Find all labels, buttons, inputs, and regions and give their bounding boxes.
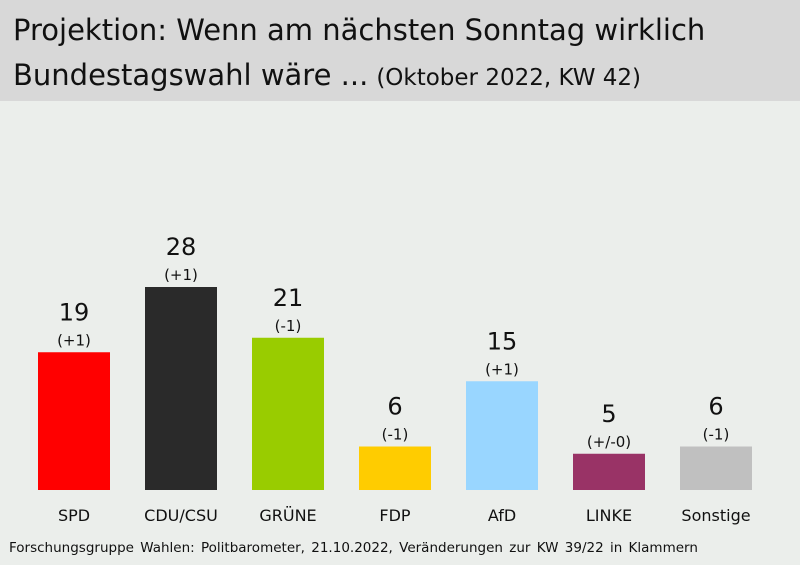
value-label-6: 5 bbox=[601, 400, 616, 428]
change-label-6: (+/-0) bbox=[587, 433, 631, 451]
bar-4 bbox=[359, 446, 431, 490]
value-label-3: 21 bbox=[273, 284, 304, 312]
change-label-1: (+1) bbox=[57, 331, 91, 349]
chart-title-line-2-text: Bundestagswahl wäre ... bbox=[13, 58, 369, 92]
category-label-6: LINKE bbox=[586, 506, 632, 525]
source-note: Forschungsgruppe Wahlen: Politbarometer,… bbox=[9, 540, 698, 556]
category-label-1: SPD bbox=[58, 506, 90, 525]
value-label-1: 19 bbox=[59, 298, 90, 326]
category-label-3: GRÜNE bbox=[259, 506, 316, 525]
category-label-2: CDU/CSU bbox=[144, 506, 218, 525]
category-label-4: FDP bbox=[379, 506, 411, 525]
bar-2 bbox=[145, 287, 217, 490]
value-label-4: 6 bbox=[387, 393, 402, 421]
bar-5 bbox=[466, 381, 538, 490]
bar-1 bbox=[38, 352, 110, 490]
title-banner: Projektion: Wenn am nächsten Sonntag wir… bbox=[0, 0, 800, 101]
value-label-5: 15 bbox=[487, 327, 518, 355]
category-label-7: Sonstige bbox=[681, 506, 750, 525]
chart-subtitle: (Oktober 2022, KW 42) bbox=[376, 65, 642, 91]
change-label-7: (-1) bbox=[703, 426, 730, 444]
change-label-5: (+1) bbox=[485, 360, 519, 378]
change-label-2: (+1) bbox=[164, 266, 198, 284]
bar-7 bbox=[680, 446, 752, 490]
bar-6 bbox=[573, 453, 645, 490]
bar-chart: 19 (+1) SPD 28 (+1) CDU/CSU 21 (-1) GRÜNE 6 (-1) FD… bbox=[38, 233, 752, 525]
category-label-5: AfD bbox=[488, 506, 516, 525]
chart-title-line-2: Bundestagswahl wäre ... (Oktober 2022, KW… bbox=[13, 58, 641, 92]
value-label-7: 6 bbox=[708, 393, 723, 421]
chart-title-line-1: Projektion: Wenn am nächsten Sonntag wir… bbox=[13, 13, 706, 47]
change-label-4: (-1) bbox=[382, 426, 409, 444]
bar-3 bbox=[252, 337, 324, 490]
change-label-3: (-1) bbox=[275, 317, 302, 335]
value-label-2: 28 bbox=[166, 233, 197, 261]
